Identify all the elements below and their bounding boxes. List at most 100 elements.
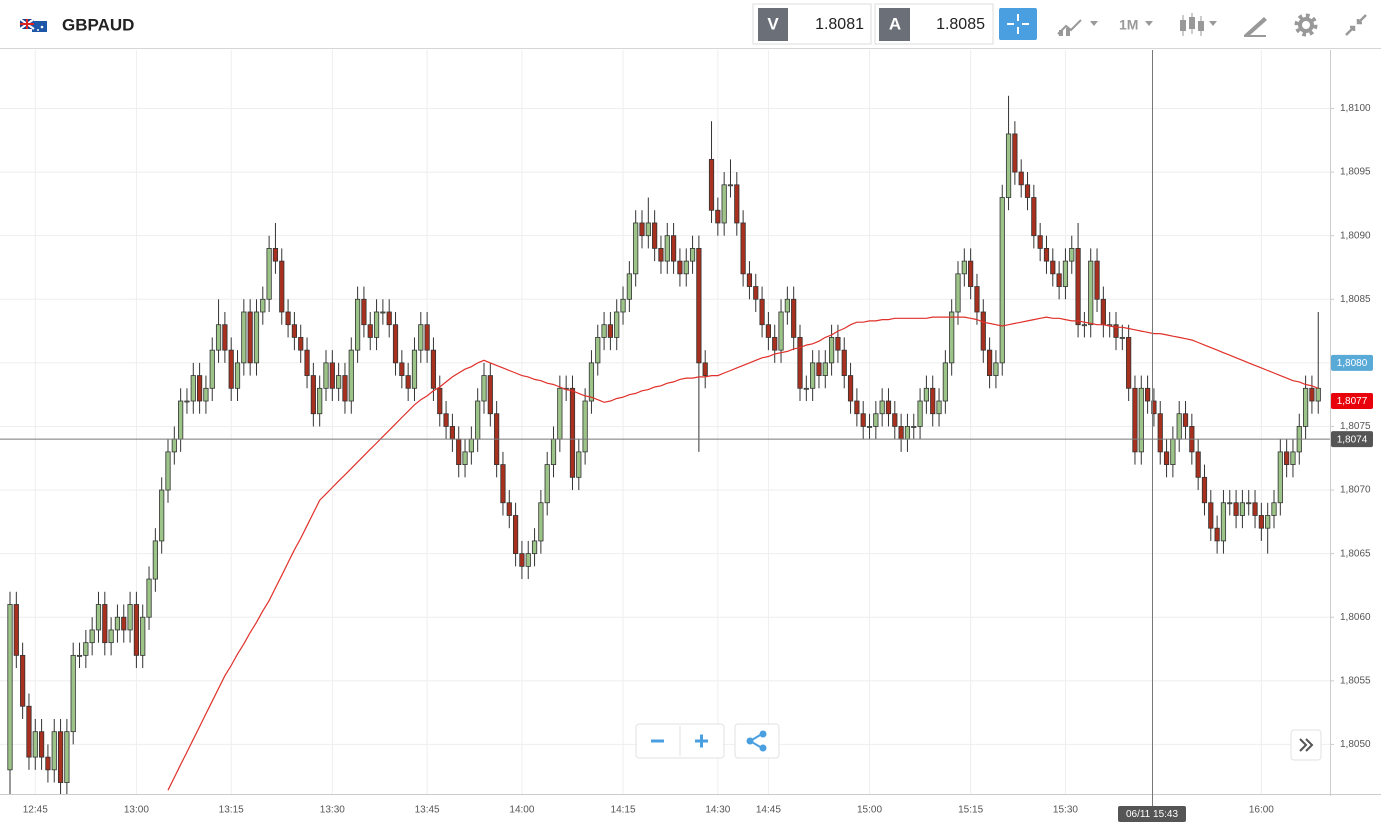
candle-body xyxy=(241,311,247,364)
x-tick-label: 14:15 xyxy=(611,805,636,816)
candle-body xyxy=(20,654,26,707)
candle-body xyxy=(1258,515,1264,529)
candle-body xyxy=(708,158,715,211)
candle-body xyxy=(557,387,563,440)
candle-body xyxy=(904,426,911,440)
candle-body xyxy=(942,362,948,402)
candle-body xyxy=(1271,502,1277,516)
candle-body xyxy=(184,400,190,403)
candle-body xyxy=(784,298,790,313)
candle-body xyxy=(519,553,525,567)
candle-body xyxy=(253,311,260,364)
candle-body xyxy=(430,349,437,389)
candle-body xyxy=(588,362,595,402)
y-tick-label: 1,8050 xyxy=(1340,739,1371,750)
candle-body xyxy=(475,400,481,440)
candle-body xyxy=(702,362,708,376)
candle-body xyxy=(203,387,209,402)
share-button[interactable] xyxy=(734,723,780,759)
candle-body xyxy=(1252,502,1258,516)
price-marker xyxy=(1331,354,1373,371)
candle-body xyxy=(715,209,721,224)
collapse-button[interactable] xyxy=(1345,14,1367,36)
candle-body xyxy=(449,426,456,440)
candle-body xyxy=(411,349,418,389)
candle-body xyxy=(209,349,215,389)
chart-type-button[interactable] xyxy=(1057,19,1098,36)
crosshair-x-label: 06/11 15:43 xyxy=(1126,809,1179,820)
candle-body xyxy=(190,375,196,402)
candle-body xyxy=(152,540,158,580)
candle-body xyxy=(1246,502,1252,505)
candle-body xyxy=(291,324,298,338)
candle-body xyxy=(772,337,778,351)
candle-body xyxy=(348,349,354,402)
candle-body xyxy=(83,642,89,656)
candle-body xyxy=(89,629,95,644)
candle-body xyxy=(987,349,993,376)
candle-body xyxy=(26,705,32,758)
x-tick-label: 13:00 xyxy=(124,805,149,816)
ask-label: A xyxy=(889,14,901,33)
candle-body xyxy=(860,413,866,427)
y-tick-label: 1,8095 xyxy=(1340,167,1371,178)
x-tick-label: 15:30 xyxy=(1053,805,1078,816)
candle-body xyxy=(1233,502,1239,516)
candle-body xyxy=(664,235,670,262)
timeframe[interactable]: 1M xyxy=(1119,17,1138,33)
y-tick-label: 1,8100 xyxy=(1340,103,1371,114)
candle-body xyxy=(298,337,304,351)
zoom-in-button[interactable] xyxy=(695,734,708,748)
candle-body xyxy=(576,451,582,478)
candle-body xyxy=(1056,273,1062,287)
candle-body xyxy=(468,438,474,453)
candle-body xyxy=(1100,298,1106,326)
candle-body xyxy=(1037,235,1043,249)
candle-body xyxy=(437,387,443,415)
candle-body xyxy=(696,247,702,364)
candle-body xyxy=(803,387,809,390)
candle-body xyxy=(1018,171,1024,186)
y-tick-label: 1,8055 xyxy=(1340,675,1371,686)
candle-body xyxy=(1081,324,1087,327)
candle-body xyxy=(873,413,879,427)
timeframe-button[interactable]: 1M xyxy=(1119,17,1153,33)
candle-body xyxy=(658,247,664,262)
scroll-end-button[interactable] xyxy=(1290,729,1322,761)
candle-body xyxy=(847,375,854,402)
candle-body xyxy=(683,260,689,275)
candle-body xyxy=(234,362,241,389)
crosshair-x-box xyxy=(1118,806,1186,822)
y-tick-label: 1,8085 xyxy=(1340,294,1371,305)
candle-body xyxy=(753,286,759,300)
candle-body xyxy=(323,362,329,389)
candle-body xyxy=(885,400,892,415)
candle-body xyxy=(121,616,127,631)
candle-body xyxy=(1088,260,1094,326)
candle-body xyxy=(1176,413,1182,440)
candle-body xyxy=(531,540,538,555)
candle-body xyxy=(1201,476,1208,504)
candle-body xyxy=(1094,260,1100,300)
x-tick-label: 14:45 xyxy=(756,805,781,816)
candle-body xyxy=(95,604,102,631)
draw-tool-button[interactable] xyxy=(1244,17,1267,37)
candle-body xyxy=(1182,413,1189,427)
candle-body xyxy=(285,311,291,326)
settings-button[interactable] xyxy=(1294,13,1318,37)
candle-body xyxy=(178,400,184,440)
candle-body xyxy=(247,311,253,364)
candle-body xyxy=(1151,400,1157,415)
candle-style-button[interactable] xyxy=(1180,13,1217,36)
candle-body xyxy=(854,400,860,415)
candle-body xyxy=(279,260,285,313)
candle-body xyxy=(1024,184,1031,198)
x-tick-label: 14:30 xyxy=(705,805,730,816)
crosshair-button[interactable] xyxy=(999,8,1037,40)
candle-body xyxy=(45,756,51,771)
candle-body xyxy=(1050,260,1056,275)
candle-body xyxy=(222,324,228,351)
candle-body xyxy=(260,298,266,313)
candle-body xyxy=(822,362,828,376)
symbol: GBPAUD xyxy=(62,15,134,34)
